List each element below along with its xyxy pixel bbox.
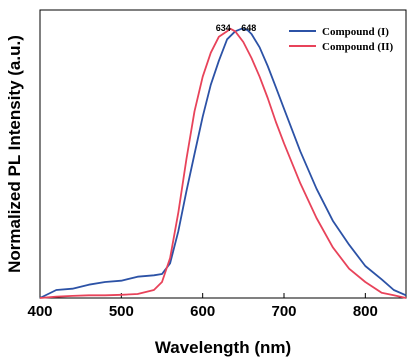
series-line-2 xyxy=(39,27,407,299)
legend-label: Compound (I) xyxy=(322,26,389,38)
y-axis-title: Normalized PL Intensity (a.u.) xyxy=(5,35,24,273)
plot-frame xyxy=(39,9,407,299)
peak-label: 634 xyxy=(216,23,231,33)
x-tick-label: 600 xyxy=(190,303,215,320)
peak-labels: 634 648 xyxy=(216,23,256,33)
legend-label: Compound (II) xyxy=(322,41,394,53)
peak-label: 648 xyxy=(241,23,256,33)
x-axis: 400 500 600 700 800 xyxy=(27,293,378,320)
x-tick-label: 800 xyxy=(353,303,378,320)
legend: Compound (I) Compound (II) xyxy=(289,26,394,53)
x-tick-label: 700 xyxy=(271,303,296,320)
x-axis-title: Wavelength (nm) xyxy=(155,338,291,357)
x-tick-label: 400 xyxy=(27,303,52,320)
series-line-1 xyxy=(39,27,407,299)
series-lines xyxy=(39,27,407,299)
x-tick-label: 500 xyxy=(109,303,134,320)
